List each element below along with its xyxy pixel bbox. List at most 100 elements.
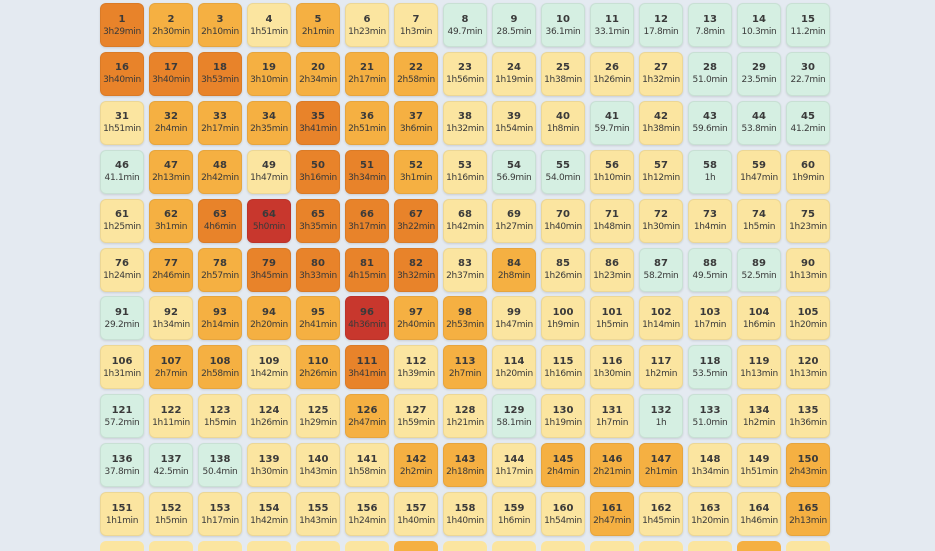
tile-number: 76 <box>115 258 129 269</box>
tile: 42 1h38min <box>639 100 683 145</box>
tile-duration: 33.1min <box>594 26 630 37</box>
tile-duration: 2h2min <box>399 466 433 477</box>
tile-number: 158 <box>454 502 476 514</box>
tile-number: 6 <box>363 13 371 25</box>
tile-number: 3 <box>216 13 224 25</box>
tile-duration: 1h13min <box>789 271 827 281</box>
tile-number: 91 <box>115 306 129 318</box>
tile: 158 1h40min <box>443 492 487 536</box>
tile-duration: 1h58min <box>348 466 386 477</box>
tile-duration: 2h1min <box>644 466 678 477</box>
tile-number: 69 <box>507 209 521 221</box>
tile: 58 1h <box>688 149 732 194</box>
tile-duration: 1h46min <box>740 515 778 526</box>
tile-number: 31 <box>115 111 129 123</box>
tile: 19 3h10min <box>247 51 291 96</box>
tile: 135 1h36min <box>786 394 830 439</box>
tile-duration: 1h39min <box>397 368 435 379</box>
tile-number: 117 <box>650 355 672 367</box>
tile-number: 106 <box>111 355 133 367</box>
tile-duration: 41.1min <box>104 173 140 184</box>
tile-duration: 2h7min <box>154 368 188 379</box>
tile: 101 1h5min <box>590 296 634 341</box>
tile-number: 133 <box>699 404 721 416</box>
tile: 34 2h35min <box>247 100 291 145</box>
tile-number: 37 <box>409 111 423 123</box>
tile-duration: 2h13min <box>152 173 190 184</box>
tile: 97 2h40min <box>394 296 438 341</box>
tile-duration: 2h17min <box>348 75 386 86</box>
tile: 44 53.8min <box>737 100 781 145</box>
tile-number: 19 <box>262 62 276 74</box>
tile-number: 68 <box>458 209 472 221</box>
tile-number: 146 <box>601 453 623 465</box>
tile-number: 20 <box>311 62 325 74</box>
tile-duration: 1h23min <box>593 271 631 281</box>
tile-number: 123 <box>209 404 231 416</box>
tile-number: 53 <box>458 160 472 172</box>
tile: 71 1h48min <box>590 198 634 243</box>
tile: 112 1h39min <box>394 345 438 390</box>
tile: 2 2h30min <box>149 3 193 47</box>
tile-duration: 1h2min <box>644 368 678 379</box>
tile-number: 44 <box>752 111 766 123</box>
tile-duration: 3h40min <box>152 75 190 86</box>
tile: 33 2h17min <box>198 100 242 145</box>
tile: 96 4h36min <box>345 296 389 341</box>
tile-duration: 3h41min <box>348 368 386 379</box>
tile-number: 130 <box>552 404 574 416</box>
tile: 162 1h45min <box>639 492 683 536</box>
tile: 113 2h7min <box>443 345 487 390</box>
tile: 37 3h6min <box>394 100 438 145</box>
tile-duration: 54.0min <box>545 173 581 184</box>
tile-duration: 1h19min <box>495 75 533 86</box>
tile-number: 116 <box>601 355 623 367</box>
tile: 130 1h19min <box>541 394 585 439</box>
tile-duration: 1h14min <box>642 319 680 330</box>
tile-number: 35 <box>311 111 325 123</box>
tile-duration: 51.0min <box>692 75 728 86</box>
tile: 156 1h24min <box>345 492 389 536</box>
tile-duration: 1h13min <box>789 368 827 379</box>
tile-number: 75 <box>801 209 815 221</box>
tile: 160 1h54min <box>541 492 585 536</box>
tile-duration: 5h0min <box>252 222 286 233</box>
tile-duration: 2h35min <box>250 124 288 135</box>
tile-number: 54 <box>507 160 521 172</box>
tile-number: 150 <box>797 453 819 465</box>
tile-duration: 1h1min <box>105 515 139 526</box>
tile: 136 37.8min <box>100 443 144 488</box>
tile: 39 1h54min <box>492 100 536 145</box>
tile-duration: 7.8min <box>695 26 725 37</box>
tile: 88 49.5min <box>688 247 732 292</box>
tile: 100 1h9min <box>541 296 585 341</box>
tile-duration: 1h8min <box>546 124 580 135</box>
tile-number: 9 <box>510 13 518 25</box>
tile-duration: 1h40min <box>544 222 582 233</box>
tile-duration: 53.8min <box>741 124 777 135</box>
tile-number: 22 <box>409 62 423 74</box>
tile-number: 121 <box>111 404 133 416</box>
tile: 26 1h26min <box>590 51 634 96</box>
tile-number: 105 <box>797 306 819 318</box>
tile: 63 4h6min <box>198 198 242 243</box>
tile-duration: 1h32min <box>446 124 484 135</box>
tile-duration: 1h20min <box>495 368 533 379</box>
tile-duration: 2h53min <box>446 319 484 330</box>
tile-duration: 2h13min <box>789 515 827 526</box>
tile-duration: 3h6min <box>399 124 433 135</box>
tile: 139 1h30min <box>247 443 291 488</box>
tile: 123 1h5min <box>198 394 242 439</box>
tile: 38 1h32min <box>443 100 487 145</box>
tile-number: 17 <box>164 62 178 74</box>
tile: 157 1h40min <box>394 492 438 536</box>
tile-duration: 1h59min <box>397 417 435 428</box>
tile-number: 16 <box>115 62 129 74</box>
tile-number: 29 <box>752 62 766 74</box>
tile-number: 24 <box>507 62 521 74</box>
tile-number: 160 <box>552 502 574 514</box>
tile: 144 1h17min <box>492 443 536 488</box>
tile-number: 95 <box>311 306 325 318</box>
tile-partial <box>737 541 781 551</box>
tile-number: 11 <box>605 13 619 25</box>
